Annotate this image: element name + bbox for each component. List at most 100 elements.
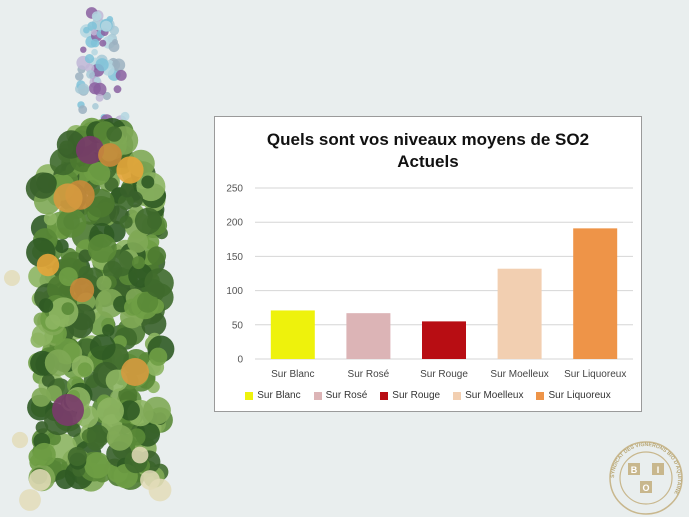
vine-leaf-shape [30,332,46,348]
vine-leaf-shape [41,373,55,387]
svg-text:B: B [631,465,638,475]
vine-leaf-shape [99,39,107,47]
vine-leaf-shape [11,431,29,449]
vine-leaf-shape [43,212,57,226]
vine-leaf-shape [100,20,112,32]
x-tick-label: Sur Rouge [420,369,468,380]
vine-leaf-shape [19,489,41,511]
vine-leaf-shape [32,442,56,467]
legend-swatch [453,391,462,400]
vine-leaf-shape [90,38,100,48]
vine-leaf-shape [144,268,174,298]
vine-leaf-shape [115,69,127,81]
vine-leaf-shape [95,94,104,102]
vine-leaf-shape [87,233,117,263]
vine-leaf-shape [29,172,57,199]
vine-leaf-shape [91,48,98,56]
vine-leaf-shape [149,347,168,366]
vine-leaf-shape [91,29,98,36]
y-tick-label: 150 [226,252,243,263]
vine-leaf-shape [86,70,95,79]
vine-leaf-shape [38,298,54,313]
vine-leaf-shape [127,231,149,253]
vine-leaf-shape [108,41,120,53]
vine-leaf-shape [102,91,111,101]
vine-leaf-shape [113,85,122,94]
vine-leaf-shape [120,111,130,121]
vine-leaf-shape [132,256,145,270]
legend-swatch [245,391,254,400]
bar-5 [573,228,618,359]
vine-leaf-shape [46,385,62,402]
vine-leaf-shape [80,46,87,53]
vine-leaf-shape [84,452,111,479]
vine-leaf-shape [148,478,172,502]
vine-leaf-shape [97,397,124,425]
x-tick-label: Sur Rosé [348,369,390,380]
vine-leaf-shape [119,215,133,229]
legend-swatch [313,391,322,400]
chart-panel: Quels sont vos niveaux moyens de SO2 Act… [214,116,642,412]
vine-leaf-shape [119,400,140,421]
vine-leaf-shape [112,58,126,72]
vine-leaf-shape [143,396,171,425]
vine-leaf-shape [91,11,102,22]
legend-swatch [380,391,389,400]
vine-leaf-shape [89,334,116,360]
vine-leaf-shape [83,26,90,34]
vine-leaf-shape [102,324,115,337]
y-tick-label: 200 [226,218,243,229]
y-tick-label: 250 [226,184,243,195]
chart-title-line-1: Quels sont vos niveaux moyens de SO2 [266,130,590,149]
vine-leaf-shape [69,277,95,303]
vine-leaf-shape [55,469,75,490]
vine-leaf-shape [143,234,160,250]
vine-leaf-shape [31,387,51,407]
chart-title-line-2: Actuels [397,152,459,171]
vine-leaf-shape [147,246,167,266]
svg-text:O: O [642,483,649,493]
vine-leaf-shape [128,428,146,446]
bar-3 [422,321,466,359]
vine-leaf-shape [92,103,99,110]
legend-entry: Sur Blanc [245,390,301,401]
x-tick-label: Sur Liquoreux [564,369,626,380]
legend-entry: Sur Liquoreux [536,390,611,401]
vine-leaf-shape [77,362,93,377]
vine-leaf-shape [29,469,51,491]
syndicat-seal-icon: SYNDICAT DES VIGNERONS BIO D'AQUITAINE B… [609,441,683,515]
bar-chart: 0 50 100 150 200 250 Sur Blanc Sur Rosé Sur Rou… [226,184,633,380]
vine-leaf-shape [120,183,135,198]
svg-text:I: I [657,465,660,475]
vine-leaf-shape [58,267,78,287]
vine-leaf-shape [87,21,97,32]
vine-leaf-shape [52,394,84,426]
vine-leaf-shape [116,156,144,184]
vine-leaf-shape [88,82,101,95]
vine-leaf-shape [118,194,134,211]
vine-leaf-shape [84,54,95,64]
vine-leaf-shape [98,143,122,167]
vine-leaf-shape [56,208,87,238]
bar-2 [346,313,391,359]
vine-leaf-bottle-illustration [4,7,175,511]
vine-leaf-shape [53,183,83,213]
vine-leaf-shape [77,83,90,95]
chart-bars [270,228,618,359]
y-tick-label: 0 [237,355,243,366]
vine-leaf-shape [106,126,122,142]
vine-leaf-shape [36,253,60,277]
vine-leaf-shape [44,349,72,377]
vine-leaf-shape [78,105,88,114]
chart-title: Quels sont vos niveaux moyens de SO2 Act… [215,129,641,173]
legend-entry: Sur Rosé [313,390,367,401]
y-tick-label: 50 [232,320,244,331]
vine-leaf-shape [66,423,81,437]
legend-entry: Sur Moelleux [453,390,523,401]
vine-leaf-shape [54,239,69,254]
vine-leaf-shape [96,275,112,291]
vine-leaf-shape [78,266,94,281]
legend-label: Sur Liquoreux [548,390,611,401]
vine-leaf-shape [106,424,133,451]
